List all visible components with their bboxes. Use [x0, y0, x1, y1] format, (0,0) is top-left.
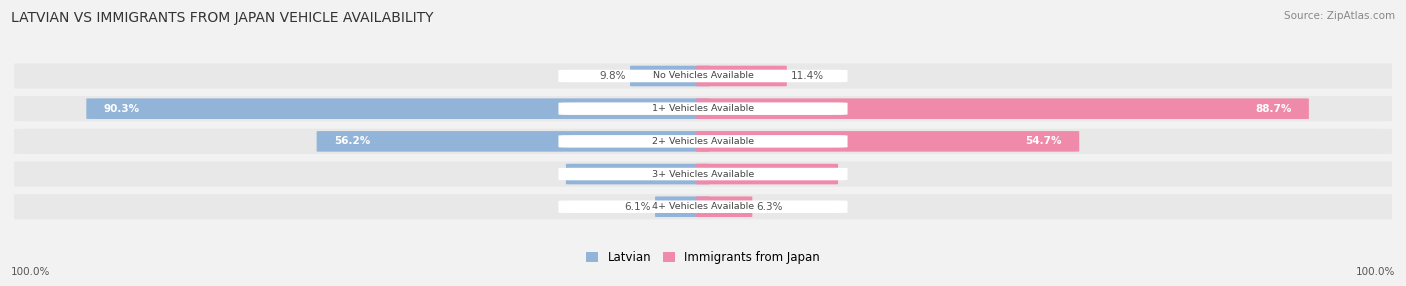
FancyBboxPatch shape: [696, 66, 787, 86]
FancyBboxPatch shape: [696, 196, 752, 217]
Legend: Latvian, Immigrants from Japan: Latvian, Immigrants from Japan: [582, 247, 824, 269]
FancyBboxPatch shape: [558, 168, 848, 180]
FancyBboxPatch shape: [696, 98, 1309, 119]
Text: 54.7%: 54.7%: [1025, 136, 1062, 146]
FancyBboxPatch shape: [558, 70, 848, 82]
Text: 1+ Vehicles Available: 1+ Vehicles Available: [652, 104, 754, 113]
FancyBboxPatch shape: [7, 63, 1399, 89]
Text: Source: ZipAtlas.com: Source: ZipAtlas.com: [1284, 11, 1395, 21]
Text: 6.3%: 6.3%: [756, 202, 783, 212]
Text: 100.0%: 100.0%: [11, 267, 51, 277]
Text: 11.4%: 11.4%: [790, 71, 824, 81]
FancyBboxPatch shape: [696, 164, 838, 184]
FancyBboxPatch shape: [655, 196, 710, 217]
FancyBboxPatch shape: [558, 200, 848, 213]
Text: LATVIAN VS IMMIGRANTS FROM JAPAN VEHICLE AVAILABILITY: LATVIAN VS IMMIGRANTS FROM JAPAN VEHICLE…: [11, 11, 433, 25]
Text: 19.0%: 19.0%: [785, 169, 821, 179]
FancyBboxPatch shape: [565, 164, 710, 184]
FancyBboxPatch shape: [7, 162, 1399, 187]
FancyBboxPatch shape: [316, 131, 710, 152]
Text: 9.8%: 9.8%: [599, 71, 626, 81]
FancyBboxPatch shape: [558, 102, 848, 115]
FancyBboxPatch shape: [86, 98, 710, 119]
Text: No Vehicles Available: No Vehicles Available: [652, 72, 754, 80]
FancyBboxPatch shape: [7, 129, 1399, 154]
FancyBboxPatch shape: [558, 135, 848, 148]
Text: 90.3%: 90.3%: [104, 104, 141, 114]
Text: 3+ Vehicles Available: 3+ Vehicles Available: [652, 170, 754, 178]
FancyBboxPatch shape: [7, 96, 1399, 121]
Text: 56.2%: 56.2%: [335, 136, 370, 146]
Text: 100.0%: 100.0%: [1355, 267, 1395, 277]
Text: 19.3%: 19.3%: [583, 169, 620, 179]
Text: 2+ Vehicles Available: 2+ Vehicles Available: [652, 137, 754, 146]
FancyBboxPatch shape: [630, 66, 710, 86]
FancyBboxPatch shape: [7, 194, 1399, 219]
FancyBboxPatch shape: [696, 131, 1080, 152]
Text: 4+ Vehicles Available: 4+ Vehicles Available: [652, 202, 754, 211]
Text: 6.1%: 6.1%: [624, 202, 651, 212]
Text: 88.7%: 88.7%: [1256, 104, 1291, 114]
